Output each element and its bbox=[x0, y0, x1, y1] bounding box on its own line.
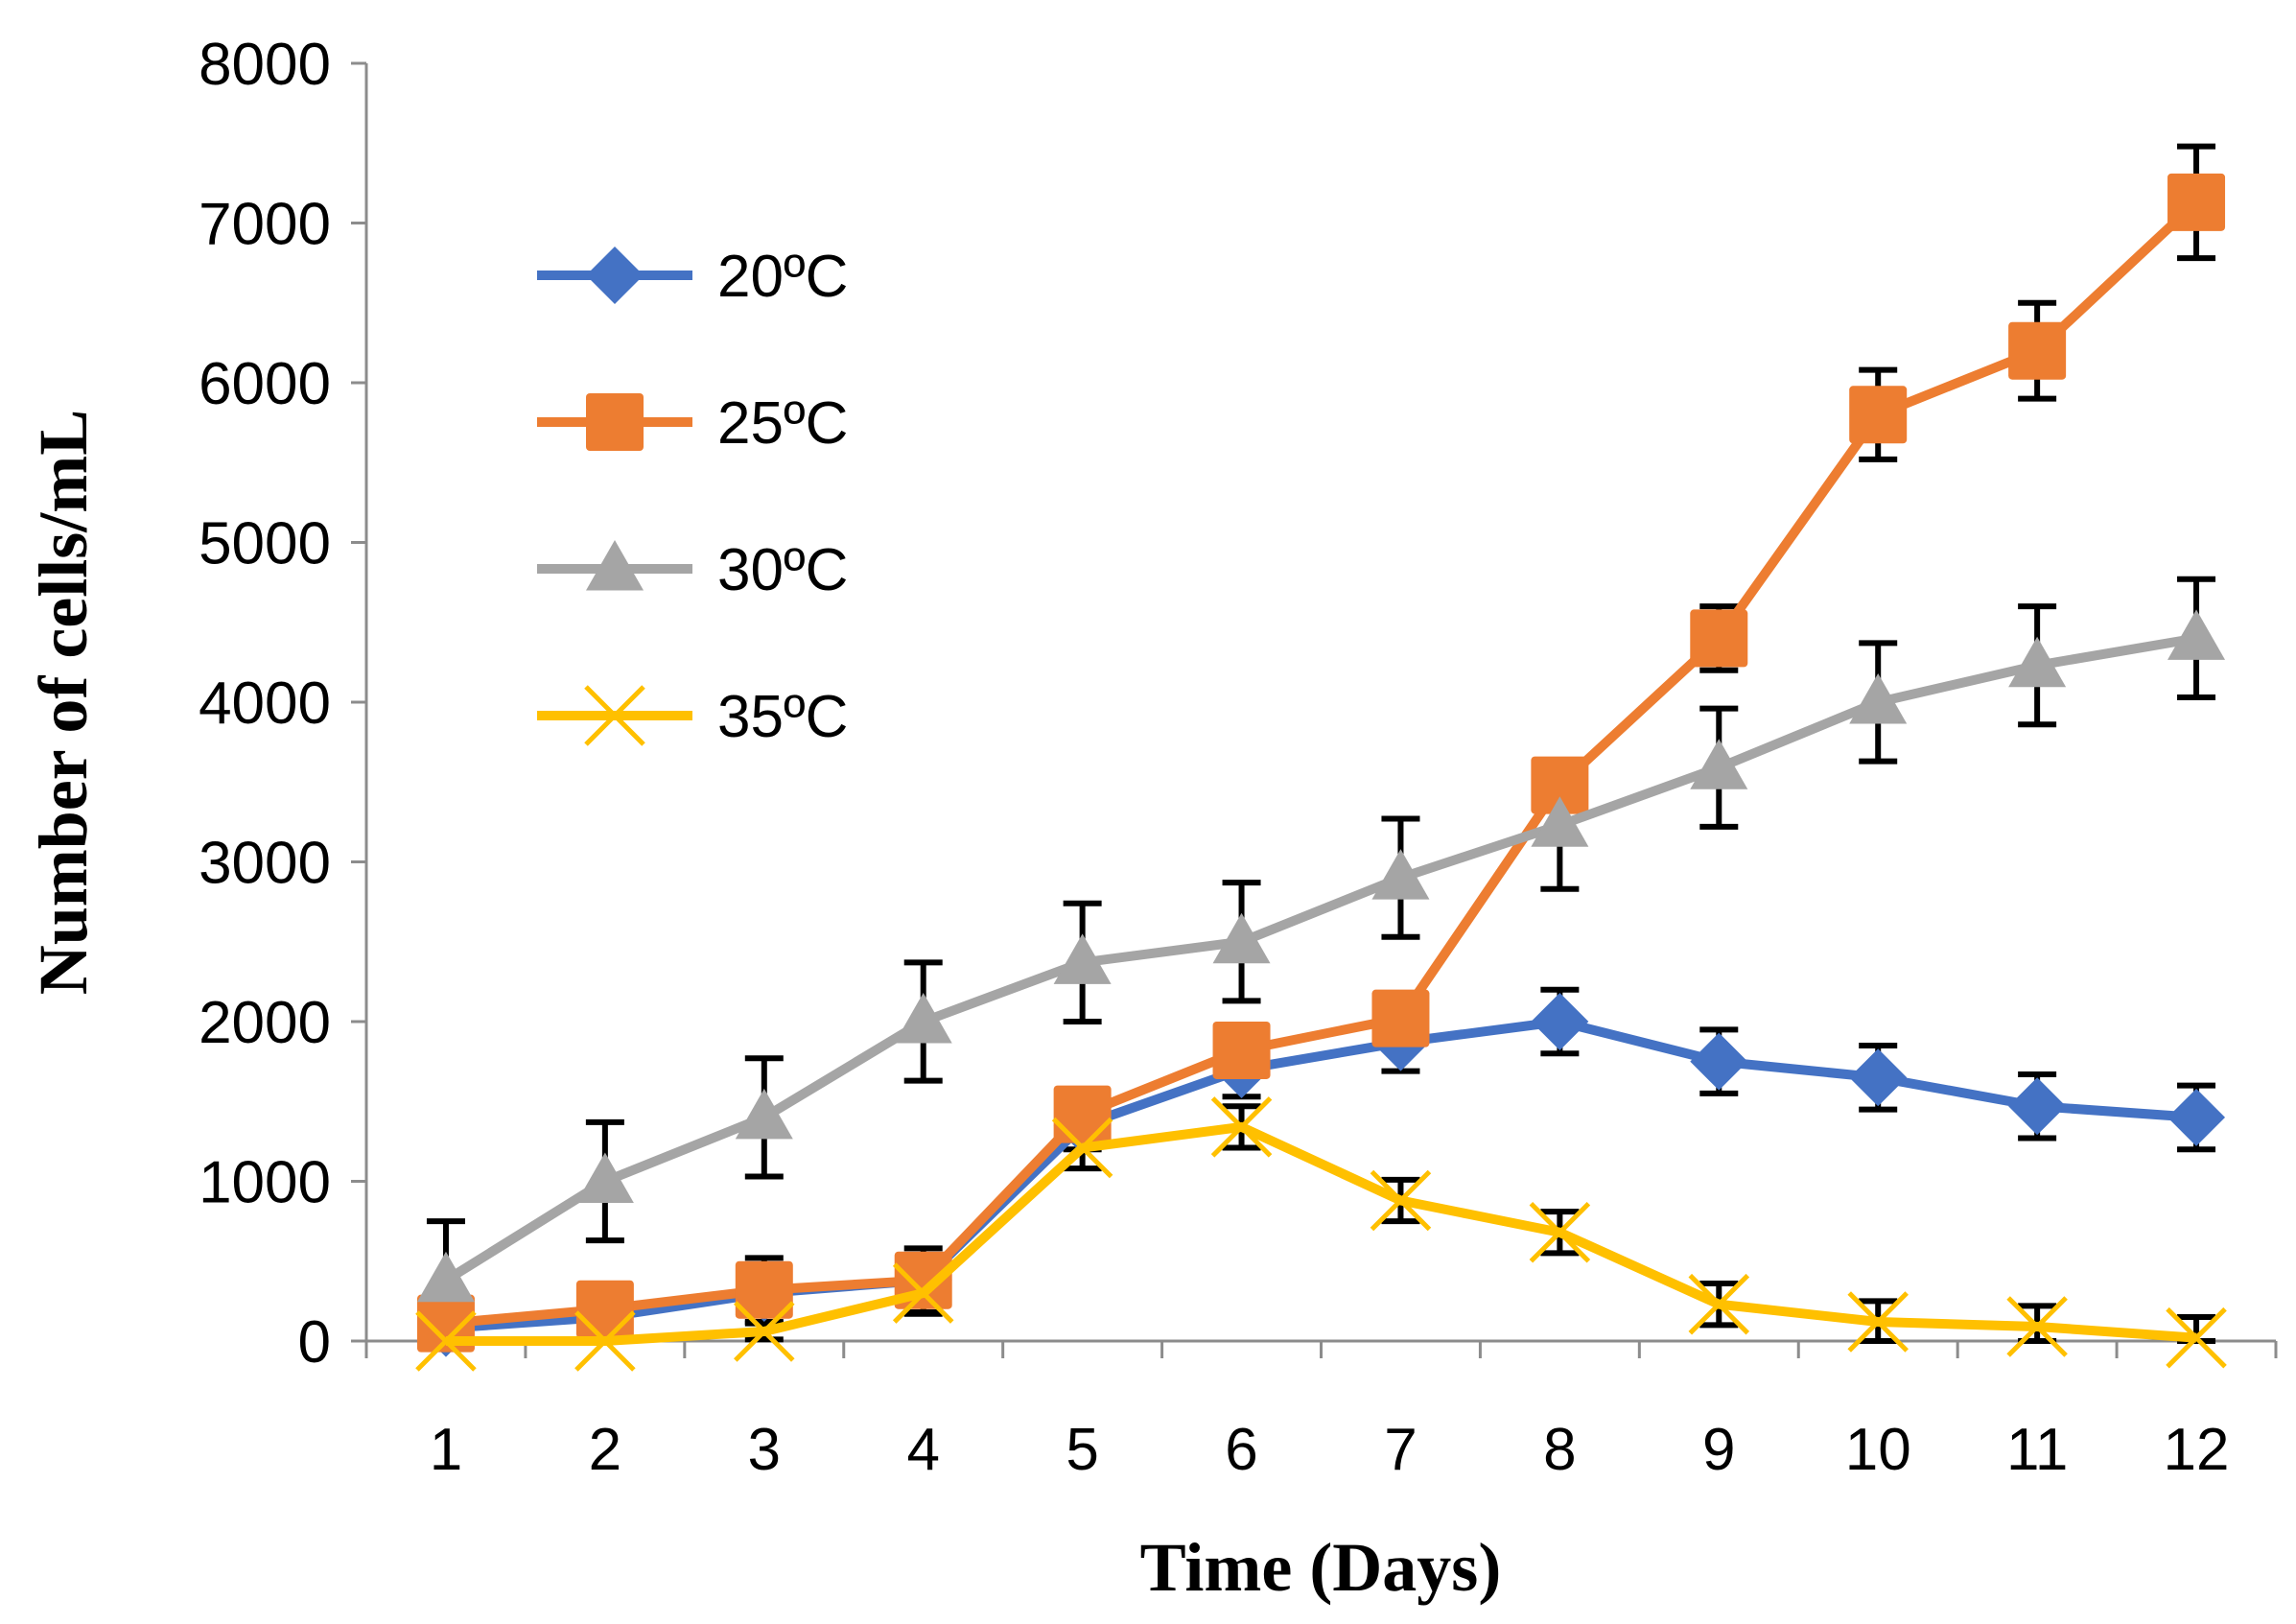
series-line bbox=[445, 1121, 2197, 1346]
triangle-marker bbox=[2008, 636, 2067, 688]
square-marker bbox=[1849, 386, 1908, 444]
diamond-marker bbox=[1531, 993, 1589, 1050]
square-marker bbox=[575, 1280, 634, 1338]
legend-item: 20ºC bbox=[537, 244, 848, 310]
x-tick-label: 1 bbox=[430, 1417, 462, 1483]
x-tick-label: 5 bbox=[1066, 1417, 1098, 1483]
y-tick-label: 2000 bbox=[199, 990, 331, 1056]
triangle-marker bbox=[586, 540, 644, 591]
x-tick-label: 9 bbox=[1702, 1417, 1735, 1483]
x-marker bbox=[415, 1310, 477, 1372]
series-group bbox=[415, 143, 2227, 1372]
legend: 20ºC 25ºC 30ºC 35ºC bbox=[537, 244, 848, 750]
x-marker bbox=[1847, 1291, 1909, 1353]
x-tick-label: 7 bbox=[1384, 1417, 1417, 1483]
x-marker bbox=[734, 1301, 795, 1362]
legend-label: 20ºC bbox=[717, 244, 848, 310]
series-line bbox=[443, 633, 2197, 1284]
triangle-marker bbox=[1053, 933, 1112, 984]
series-line bbox=[445, 199, 2200, 1329]
square-marker bbox=[1053, 1085, 1112, 1143]
square-marker bbox=[2008, 321, 2067, 380]
x-tick-label: 8 bbox=[1543, 1417, 1576, 1483]
x-tick-label: 3 bbox=[748, 1417, 781, 1483]
square-marker bbox=[1371, 989, 1430, 1047]
x-axis-label: Time (Days) bbox=[1140, 1529, 1502, 1606]
y-tick-label: 6000 bbox=[199, 351, 331, 417]
y-tick-label: 3000 bbox=[199, 831, 331, 897]
x-tick-label: 11 bbox=[2006, 1417, 2068, 1483]
square-marker bbox=[1690, 609, 1748, 668]
square-marker bbox=[2167, 173, 2226, 231]
x-marker bbox=[1051, 1117, 1113, 1179]
y-tick-label: 8000 bbox=[199, 32, 331, 98]
y-tick-label: 4000 bbox=[199, 671, 331, 737]
x-marker bbox=[1370, 1169, 1432, 1232]
diamond-marker bbox=[1849, 1048, 1908, 1107]
x-marker bbox=[892, 1262, 954, 1324]
legend-label: 35ºC bbox=[717, 684, 848, 750]
triangle-marker bbox=[1531, 796, 1589, 847]
y-axis-label: Number of cells/mL bbox=[25, 410, 102, 996]
x-tick-label: 6 bbox=[1225, 1417, 1257, 1483]
y-tick-label: 1000 bbox=[199, 1150, 331, 1216]
x-marker bbox=[1529, 1202, 1591, 1263]
x-tick-label: 10 bbox=[1845, 1417, 1911, 1483]
triangle-marker bbox=[1371, 849, 1430, 900]
x-marker bbox=[1210, 1096, 1273, 1158]
y-tick-label: 0 bbox=[298, 1309, 331, 1376]
diamond-marker bbox=[2008, 1077, 2067, 1136]
x-marker bbox=[2166, 1306, 2227, 1369]
triangle-marker bbox=[1212, 912, 1271, 964]
square-marker bbox=[735, 1260, 793, 1319]
square-marker bbox=[586, 393, 644, 451]
diamond-marker bbox=[2167, 1088, 2226, 1146]
triangle-marker bbox=[575, 1152, 634, 1203]
diamond-marker bbox=[1690, 1032, 1748, 1091]
x-marker bbox=[584, 685, 645, 746]
legend-item: 25ºC bbox=[537, 390, 848, 457]
x-marker bbox=[574, 1310, 636, 1372]
triangle-marker bbox=[894, 993, 952, 1044]
diamond-marker bbox=[586, 247, 644, 304]
x-tick-label: 12 bbox=[2164, 1417, 2230, 1483]
legend-item: 30ºC bbox=[537, 537, 848, 603]
square-marker bbox=[1531, 756, 1589, 814]
y-tick-label: 7000 bbox=[199, 192, 331, 258]
y-tick-labels: 0 1000 2000 3000 4000 5000 6000 7000 8000 bbox=[199, 32, 331, 1376]
series-35c bbox=[415, 1096, 2227, 1372]
triangle-marker bbox=[735, 1088, 793, 1140]
x-tick-labels: 1 2 3 4 5 6 7 8 9 10 11 12 bbox=[430, 1417, 2230, 1483]
series-30c bbox=[416, 609, 2226, 1303]
x-tick-label: 2 bbox=[589, 1417, 621, 1483]
legend-item: 35ºC bbox=[537, 684, 848, 750]
triangle-marker bbox=[1690, 739, 1748, 789]
square-marker bbox=[1212, 1021, 1271, 1079]
triangle-marker bbox=[416, 1251, 475, 1303]
triangle-marker bbox=[1849, 673, 1908, 724]
legend-label: 25ºC bbox=[717, 390, 848, 457]
y-tick-label: 5000 bbox=[199, 511, 331, 577]
series-25c bbox=[416, 173, 2226, 1353]
series-line bbox=[445, 1017, 2197, 1333]
x-marker bbox=[1688, 1273, 1750, 1335]
legend-label: 30ºC bbox=[717, 537, 848, 603]
triangle-marker bbox=[2167, 609, 2226, 660]
x-tick-label: 4 bbox=[906, 1417, 939, 1483]
x-marker bbox=[2006, 1296, 2068, 1357]
